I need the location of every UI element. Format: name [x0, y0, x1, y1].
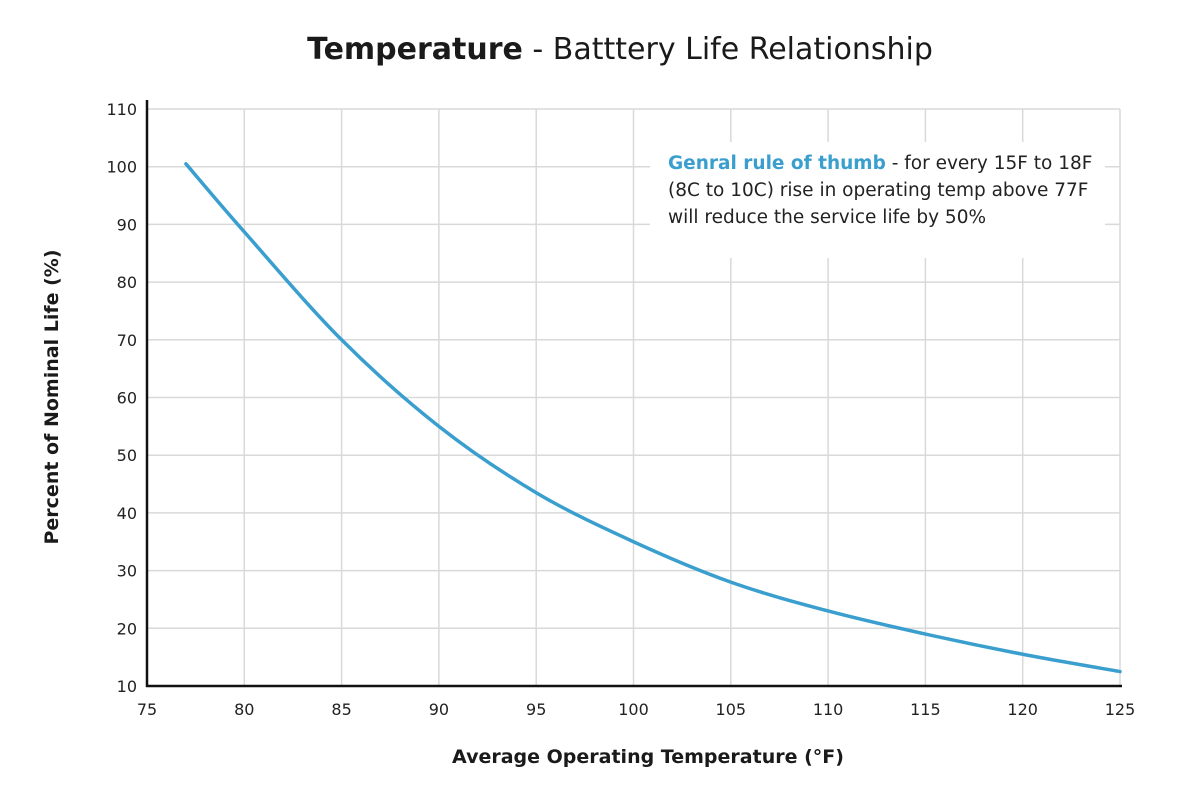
series-line — [184, 162, 1122, 674]
y-tick-label: 80 — [117, 273, 137, 292]
y-tick-label: 30 — [117, 562, 137, 581]
y-tick-label: 40 — [117, 504, 137, 523]
y-tick-label: 50 — [117, 446, 137, 465]
annotation-text: - for every 15F to 18F (8C to 10C) rise … — [668, 153, 1093, 228]
ticks: 75 80 85 90 95 100 105 110 115 120 125 10 20 30 40 50 60… — [106, 100, 1135, 719]
y-axis-label: Percent of Nominal Life (%) — [41, 249, 63, 544]
x-tick-label: 100 — [618, 700, 649, 719]
annotation-box: Genral rule of thumb - for every 15F to … — [650, 142, 1105, 258]
annotation-highlight: Genral rule of thumb — [668, 153, 886, 174]
y-tick-label: 110 — [106, 100, 137, 119]
x-tick-label: 120 — [1007, 700, 1038, 719]
y-tick-label: 60 — [117, 389, 137, 408]
y-tick-label: 70 — [117, 331, 137, 350]
x-tick-label: 85 — [331, 700, 351, 719]
x-tick-label: 80 — [234, 700, 254, 719]
x-tick-label: 105 — [716, 700, 747, 719]
chart-title: Temperature - Batttery Life Relationship — [0, 32, 1200, 67]
x-tick-label: 95 — [526, 700, 546, 719]
x-tick-label: 90 — [429, 700, 449, 719]
x-tick-label: 110 — [813, 700, 844, 719]
x-tick-label: 125 — [1105, 700, 1136, 719]
y-tick-label: 20 — [117, 619, 137, 638]
y-tick-label: 10 — [117, 677, 137, 696]
x-axis-label: Average Operating Temperature (°F) — [452, 746, 844, 768]
y-tick-label: 90 — [117, 215, 137, 234]
x-tick-label: 75 — [137, 700, 157, 719]
x-tick-label: 115 — [910, 700, 941, 719]
chart-title-bold: Temperature — [307, 32, 523, 67]
chart-title-rest: - Batttery Life Relationship — [522, 32, 933, 67]
y-tick-label: 100 — [106, 158, 137, 177]
